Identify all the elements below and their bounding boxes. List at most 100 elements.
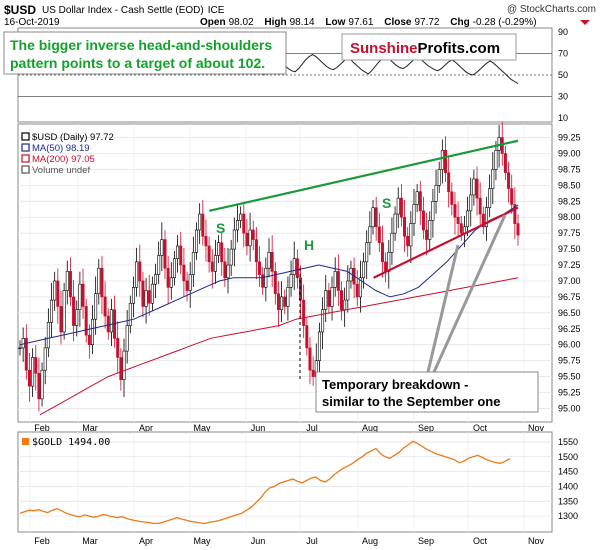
price-tick-label: 98.25: [558, 196, 581, 206]
candle-body: [469, 194, 473, 212]
price-month-label: Aug: [362, 423, 378, 433]
candle-body: [412, 204, 416, 224]
candle-body: [396, 197, 400, 215]
price-month-label: Apr: [139, 423, 153, 433]
candle-body: [270, 251, 274, 272]
price-tick-label: 96.75: [558, 292, 581, 302]
candle-body: [380, 242, 384, 263]
candle-body: [453, 204, 457, 218]
candle-body: [437, 169, 441, 186]
chart-instrument-name: US Dollar Index - Cash Settle (EOD) ICE: [42, 5, 225, 16]
candle-body: [144, 290, 148, 307]
candle-body: [406, 236, 410, 247]
candle-body: [513, 204, 517, 224]
candle-body: [377, 226, 381, 244]
candle-body: [365, 242, 369, 263]
pattern-label-right-shoulder: S: [382, 195, 391, 211]
candle-body: [103, 296, 107, 317]
rsi-tick-label: 30: [558, 92, 568, 102]
gold-month-label: Mar: [82, 536, 98, 546]
candle-body: [84, 306, 88, 336]
candle-body: [75, 309, 79, 326]
candle-body: [90, 318, 94, 346]
candle-body: [204, 236, 208, 247]
candle-body: [94, 293, 98, 320]
candle-body: [220, 242, 224, 263]
price-month-label: May: [193, 423, 211, 433]
candle-body: [472, 178, 476, 196]
candle-body: [428, 220, 432, 240]
candle-body: [267, 251, 271, 269]
candle-body: [109, 309, 113, 333]
candle-body: [459, 223, 463, 234]
candle-body: [276, 293, 280, 310]
legend-entry: MA(200) 97.05: [32, 154, 95, 165]
candle-body: [169, 277, 173, 288]
gold-legend: $GOLD 1494.00: [32, 437, 110, 448]
down-arrow-icon: [580, 20, 590, 25]
logo-box: [341, 33, 517, 61]
candle-body: [34, 357, 38, 374]
gold-month-label: Jun: [251, 536, 266, 546]
candle-body: [399, 197, 403, 218]
candle-body: [286, 287, 290, 307]
candle-body: [147, 290, 151, 304]
annotation-top-box: [3, 31, 287, 75]
candle-body: [191, 251, 195, 275]
candle-body: [106, 315, 110, 333]
legend-swatch: [21, 154, 30, 163]
candle-body: [56, 280, 60, 307]
candle-body: [21, 338, 25, 349]
candle-body: [53, 280, 57, 301]
candle-body: [116, 338, 120, 358]
candle-body: [232, 229, 236, 250]
candle-body: [311, 369, 315, 377]
candle-body: [475, 178, 479, 199]
candle-body: [431, 200, 435, 221]
candle-body: [72, 296, 76, 326]
candle-body: [507, 172, 511, 189]
candle-body: [409, 223, 413, 247]
candle-body: [135, 261, 139, 288]
chart-watermark: @ StockCharts.com: [507, 4, 596, 15]
candle-body: [213, 255, 217, 272]
candle-body: [157, 255, 161, 275]
candle-body: [403, 216, 407, 237]
price-tick-label: 96.50: [558, 308, 581, 318]
gold-tick-label: 1550: [558, 437, 578, 447]
gold-month-label: Nov: [528, 536, 545, 546]
candle-body: [160, 239, 164, 256]
price-tick-label: 99.25: [558, 133, 581, 143]
pattern-label-head: H: [304, 237, 314, 253]
candle-body: [387, 251, 391, 272]
candle-body: [324, 290, 328, 310]
candle-body: [201, 213, 205, 237]
price-x-axis: Feb Mar Apr May Jun Jul Aug Sep Oct Nov: [34, 423, 544, 433]
pattern-label-left-shoulder: S: [216, 220, 225, 236]
candle-body: [333, 271, 337, 288]
gold-month-label: Oct: [473, 536, 488, 546]
candle-body: [327, 290, 331, 307]
candle-body: [239, 213, 243, 221]
gold-month-label: Jul: [306, 536, 318, 546]
ma50-line: [19, 204, 519, 346]
rsi-tick-label: 10: [558, 113, 568, 123]
candle-body: [78, 283, 82, 310]
candle-body: [358, 277, 362, 298]
candle-body: [343, 299, 347, 310]
rsi-axis: 90 70 50 30 10: [558, 27, 568, 123]
candle-body: [210, 261, 214, 272]
ohlc-readout: Open 98.02 High 98.14 Low 97.61 Close 97.72 …: [200, 17, 537, 28]
candle-body: [330, 287, 334, 307]
price-month-label: Nov: [528, 423, 545, 433]
price-tick-label: 96.00: [558, 340, 581, 350]
price-tick-label: 95.00: [558, 403, 581, 413]
candle-body: [425, 229, 429, 240]
candle-body: [371, 207, 375, 228]
candle-body: [188, 274, 192, 291]
candle-body: [466, 210, 470, 228]
candle-body: [254, 239, 258, 263]
gold-month-label: Sep: [418, 536, 434, 546]
price-tick-label: 97.25: [558, 260, 581, 270]
candle-body: [478, 197, 482, 215]
